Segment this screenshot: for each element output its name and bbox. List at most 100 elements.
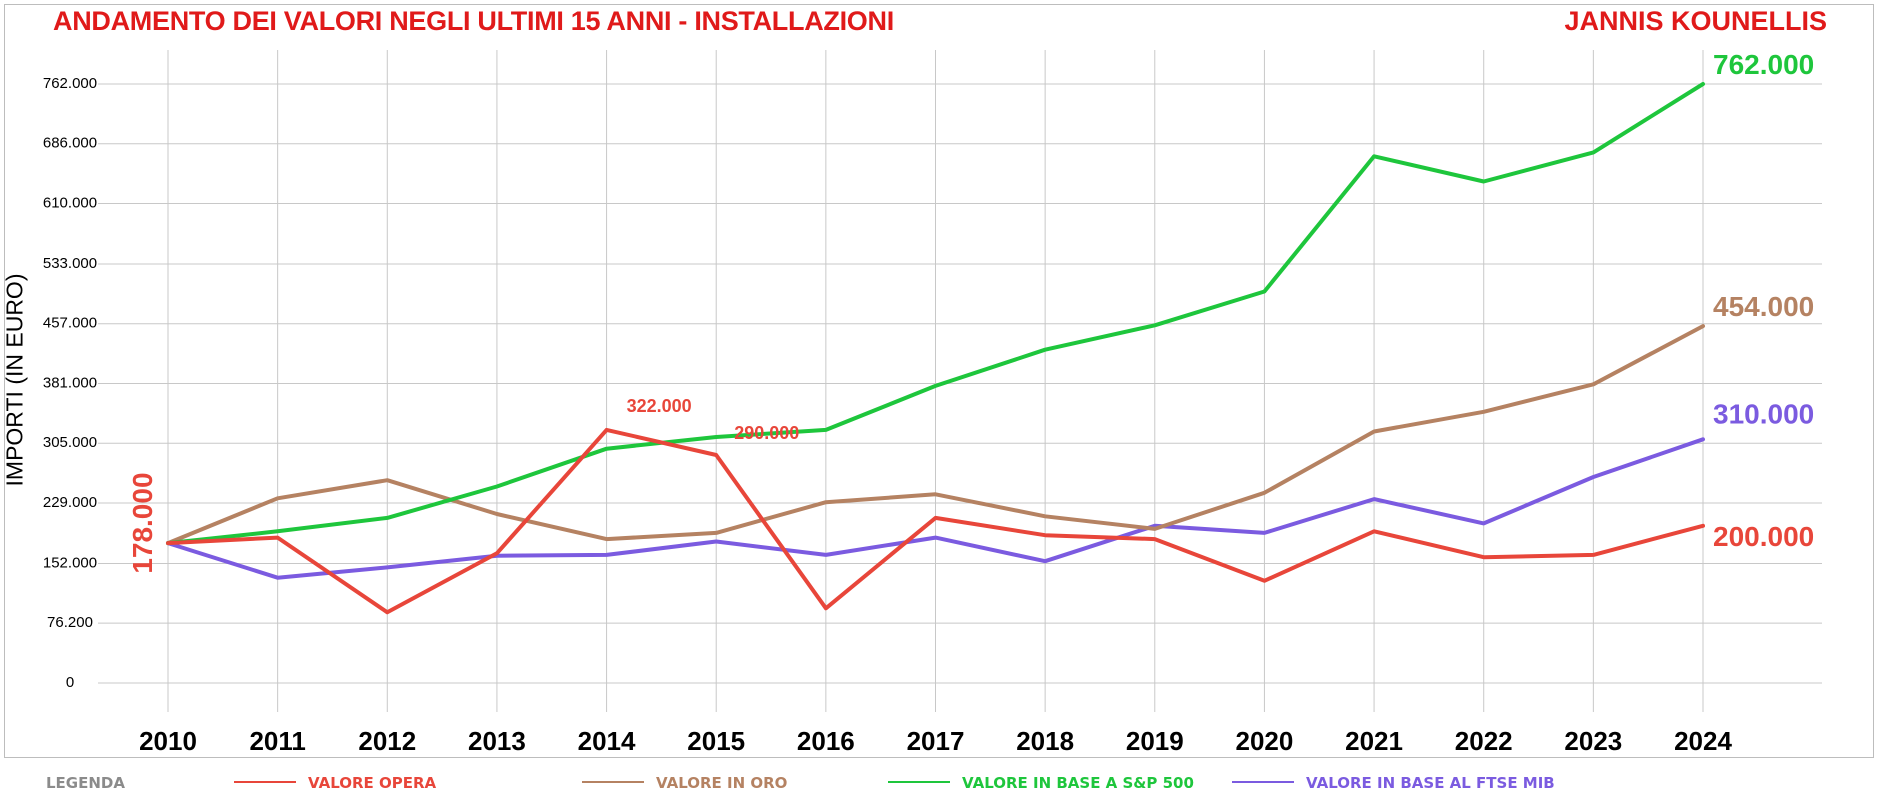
data-point xyxy=(1373,155,1375,157)
legend-item-valore-ftse-mib: VALORE IN BASE AL FTSE MIB xyxy=(1232,774,1555,792)
y-tick-label: 686.000 xyxy=(43,135,97,152)
data-point xyxy=(606,448,608,450)
data-point xyxy=(825,554,827,556)
data-point xyxy=(935,493,936,495)
data-point xyxy=(277,530,279,532)
end-value-label: 310.000 xyxy=(1713,398,1814,429)
data-point xyxy=(167,542,169,544)
y-tick-label: 381.000 xyxy=(43,374,97,391)
data-point xyxy=(1263,492,1265,494)
legend-swatch xyxy=(234,780,296,783)
data-value-label: 290.000 xyxy=(734,423,799,443)
y-tick-label: 0 xyxy=(66,674,74,691)
data-point xyxy=(825,501,827,503)
x-tick-label: 2017 xyxy=(907,726,965,756)
artist-name: JANNIS KOUNELLIS xyxy=(1564,6,1827,36)
data-point xyxy=(606,429,608,431)
data-point xyxy=(277,497,279,499)
start-value-label: 178.000 xyxy=(127,472,158,573)
x-tick-label: 2018 xyxy=(1016,726,1074,756)
data-point xyxy=(1702,325,1704,327)
data-point xyxy=(1263,532,1265,534)
data-point xyxy=(825,429,827,431)
y-tick-label: 762.000 xyxy=(43,75,97,92)
data-point xyxy=(715,454,717,456)
legend-label: VALORE IN BASE A S&P 500 xyxy=(962,774,1194,792)
data-point xyxy=(386,566,388,568)
data-point xyxy=(277,577,279,579)
y-tick-label: 229.000 xyxy=(43,494,97,511)
data-point xyxy=(1263,580,1265,582)
data-point xyxy=(1044,349,1046,351)
data-point xyxy=(715,436,717,438)
legend-label: VALORE IN ORO xyxy=(656,774,788,792)
data-point xyxy=(1592,383,1594,385)
end-value-label: 200.000 xyxy=(1713,521,1814,552)
data-point xyxy=(1592,476,1594,478)
data-point xyxy=(606,554,608,556)
legend-swatch xyxy=(1232,780,1294,783)
data-point xyxy=(496,485,498,487)
data-point xyxy=(1044,560,1046,562)
x-tick-label: 2021 xyxy=(1345,726,1403,756)
data-value-label: 322.000 xyxy=(627,396,692,416)
y-tick-label: 76.200 xyxy=(47,614,93,631)
data-point xyxy=(1044,534,1046,536)
x-tick-label: 2012 xyxy=(358,726,416,756)
legend-swatch xyxy=(888,780,950,783)
data-point xyxy=(1373,530,1375,532)
data-point xyxy=(1483,522,1485,524)
data-point xyxy=(1373,430,1375,432)
data-point xyxy=(1154,528,1156,530)
data-point xyxy=(277,537,279,539)
legend-label: VALORE OPERA xyxy=(308,774,437,792)
data-point xyxy=(1483,180,1485,182)
legend: LEGENDA VALORE OPERA VALORE IN ORO VALOR… xyxy=(0,766,1880,800)
legend-swatch xyxy=(582,780,644,783)
data-point xyxy=(1592,554,1594,556)
legend-title: LEGENDA xyxy=(46,774,125,792)
data-point xyxy=(1373,498,1375,500)
x-tick-label: 2016 xyxy=(797,726,855,756)
data-point xyxy=(825,607,827,609)
legend-item-valore-sp500: VALORE IN BASE A S&P 500 xyxy=(888,774,1194,792)
data-point xyxy=(935,517,936,519)
x-tick-label: 2024 xyxy=(1674,726,1732,756)
x-tick-label: 2020 xyxy=(1236,726,1294,756)
data-point xyxy=(1263,291,1265,293)
data-point xyxy=(496,513,498,515)
x-tick-label: 2022 xyxy=(1455,726,1513,756)
x-tick-label: 2011 xyxy=(249,726,305,756)
data-point xyxy=(496,552,498,554)
line-chart: 0 76.200 152.000 229.000 305.000 381.000 457.0… xyxy=(43,49,1822,756)
x-tick-label: 2013 xyxy=(468,726,526,756)
x-tick-label: 2010 xyxy=(139,726,197,756)
data-point xyxy=(1154,525,1156,527)
end-value-label: 762.000 xyxy=(1713,49,1814,80)
data-point xyxy=(386,611,388,613)
x-tick-label: 2015 xyxy=(687,726,745,756)
data-point xyxy=(1154,324,1156,326)
data-point xyxy=(1702,83,1704,85)
data-point xyxy=(715,541,717,543)
data-point xyxy=(606,538,608,540)
data-point xyxy=(1044,515,1046,517)
data-point xyxy=(1702,525,1704,527)
y-tick-label: 152.000 xyxy=(43,554,97,571)
x-tick-label: 2014 xyxy=(578,726,636,756)
y-tick-label: 610.000 xyxy=(43,194,97,211)
data-point xyxy=(715,532,717,534)
y-tick-label: 533.000 xyxy=(43,255,97,272)
data-point xyxy=(935,385,936,387)
data-point xyxy=(386,517,388,519)
x-tick-label: 2019 xyxy=(1126,726,1184,756)
data-point xyxy=(935,537,936,539)
data-point xyxy=(1154,538,1156,540)
chart-frame xyxy=(4,4,1874,758)
legend-item-valore-opera: VALORE OPERA xyxy=(234,774,436,792)
chart-title: ANDAMENTO DEI VALORI NEGLI ULTIMI 15 ANN… xyxy=(53,6,894,36)
y-tick-label: 457.000 xyxy=(43,315,97,332)
data-point xyxy=(1592,151,1594,153)
data-point xyxy=(386,479,388,481)
y-tick-label: 305.000 xyxy=(43,434,97,451)
